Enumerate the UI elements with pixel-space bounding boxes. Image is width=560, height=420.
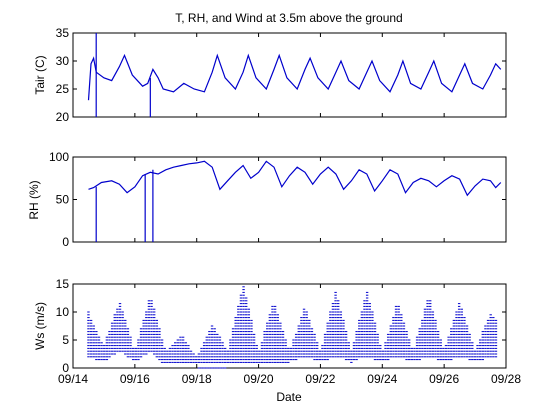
yticks-humidity: 0 50 100 — [49, 150, 506, 249]
xlabel-wind: Date — [276, 390, 302, 404]
ytick-label-wind: 15 — [56, 277, 70, 291]
figure-title: T, RH, and Wind at 3.5m above the ground — [175, 11, 402, 25]
ytick-label-temperature: 25 — [56, 82, 70, 96]
ytick-label-temperature: 20 — [56, 110, 70, 124]
series-temperature — [87, 33, 502, 117]
series-line-humidity — [88, 160, 502, 197]
xtick-label: 09/20 — [244, 372, 274, 386]
xtick-label: 09/18 — [182, 372, 212, 386]
ytick-label-humidity: 100 — [49, 150, 69, 164]
ytick-label-wind: 10 — [56, 305, 70, 319]
xticks-humidity — [72, 157, 507, 242]
axes-frame-wind — [72, 283, 507, 369]
panel-wind: Ws (m/s) 0 5 10 15 09/14 09/16 09/18 09/20 09/2… — [33, 277, 521, 404]
ytick-label-wind: 5 — [62, 333, 69, 347]
ylabel-wind: Ws (m/s) — [33, 302, 47, 350]
xtick-labels-wind: 09/14 09/16 09/18 09/20 09/22 09/24 09/26 09/28 — [58, 372, 521, 386]
xtick-label: 09/24 — [367, 372, 397, 386]
ytick-label-wind: 0 — [62, 361, 69, 375]
ytick-label-humidity: 50 — [56, 193, 70, 207]
panel-humidity: RH (%) 0 50 100 — [27, 150, 507, 249]
ytick-label-humidity: 0 — [62, 235, 69, 249]
xticks-wind — [72, 284, 507, 368]
ylabel-humidity: RH (%) — [27, 180, 41, 219]
xtick-label: 09/26 — [429, 372, 459, 386]
xtick-label: 09/28 — [491, 372, 521, 386]
yticks-temperature: 20 25 30 35 — [56, 26, 506, 124]
xtick-label: 09/16 — [120, 372, 150, 386]
axes-frame-temperature — [72, 32, 507, 118]
xtick-label: 09/14 — [58, 372, 88, 386]
ylabel-temperature: Tair (C) — [33, 55, 47, 94]
yticks-wind: 0 5 10 15 — [56, 277, 506, 375]
ytick-label-temperature: 35 — [56, 26, 70, 40]
series-wind — [87, 286, 498, 369]
series-humidity — [88, 160, 502, 242]
xticks-temperature — [72, 33, 507, 117]
panel-temperature: Tair (C) 20 25 30 35 — [33, 26, 507, 124]
ytick-label-temperature: 30 — [56, 54, 70, 68]
series-line-temperature — [87, 53, 502, 101]
xtick-label: 09/22 — [305, 372, 335, 386]
